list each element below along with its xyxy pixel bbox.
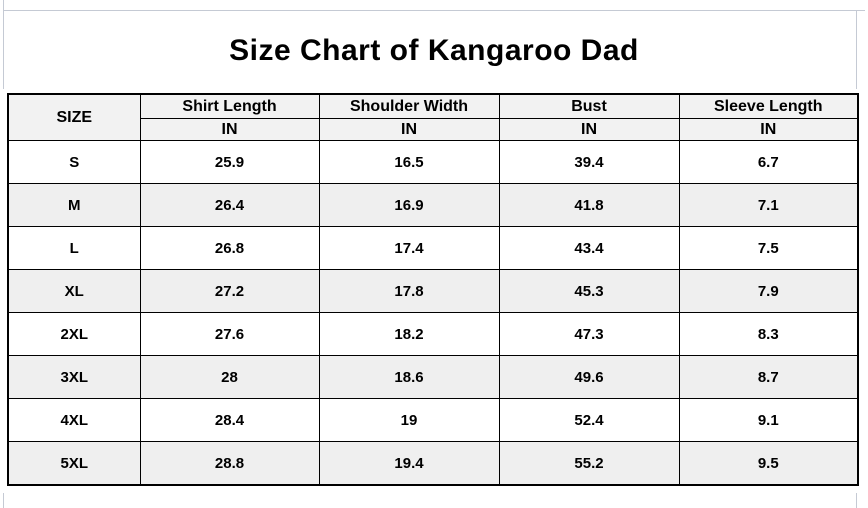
table-row-s: S 25.9 16.5 39.4 6.7 bbox=[7, 140, 859, 184]
shirt-length-value-4xl: 28.4 bbox=[139, 398, 320, 442]
column-header-shoulder-width: Shoulder Width bbox=[318, 93, 500, 119]
sleeve-length-value-3xl: 8.7 bbox=[678, 355, 859, 399]
column-header-bust: Bust bbox=[498, 93, 680, 119]
size-label-5xl: 5XL bbox=[7, 441, 141, 486]
sheet-gridline-left-lower bbox=[3, 493, 4, 508]
sheet-gridline-right-lower bbox=[856, 493, 857, 508]
shirt-length-value-xl: 27.2 bbox=[139, 269, 320, 313]
sleeve-length-value-s: 6.7 bbox=[678, 140, 859, 184]
bust-value-l: 43.4 bbox=[498, 226, 680, 270]
size-chart-table: SIZE Shirt Length Shoulder Width Bust Sleev… bbox=[7, 93, 859, 486]
shoulder-width-value-m: 16.9 bbox=[318, 183, 500, 227]
size-label-4xl: 4XL bbox=[7, 398, 141, 442]
bust-value-m: 41.8 bbox=[498, 183, 680, 227]
header-row-units: IN IN IN IN bbox=[8, 118, 859, 141]
table-row-2xl: 2XL 27.6 18.2 47.3 8.3 bbox=[7, 312, 859, 356]
size-label-xl: XL bbox=[7, 269, 141, 313]
unit-header-sleeve-length: IN bbox=[678, 118, 859, 141]
size-label-s: S bbox=[7, 140, 141, 184]
sleeve-length-value-5xl: 9.5 bbox=[678, 441, 859, 486]
shoulder-width-value-s: 16.5 bbox=[318, 140, 500, 184]
bust-value-3xl: 49.6 bbox=[498, 355, 680, 399]
bust-value-5xl: 55.2 bbox=[498, 441, 680, 486]
header-row-measures: SIZE Shirt Length Shoulder Width Bust Sleev… bbox=[7, 93, 859, 141]
unit-header-shirt-length: IN bbox=[139, 118, 320, 141]
sleeve-length-value-l: 7.5 bbox=[678, 226, 859, 270]
size-label-l: L bbox=[7, 226, 141, 270]
table-body: S 25.9 16.5 39.4 6.7 M 26.4 16.9 41.8 7.1 L 26.8 17.… bbox=[7, 140, 859, 486]
unit-header-bust: IN bbox=[498, 118, 680, 141]
bust-value-4xl: 52.4 bbox=[498, 398, 680, 442]
column-header-shirt-length: Shirt Length bbox=[139, 93, 320, 119]
size-label-3xl: 3XL bbox=[7, 355, 141, 399]
shoulder-width-value-3xl: 18.6 bbox=[318, 355, 500, 399]
shirt-length-value-l: 26.8 bbox=[139, 226, 320, 270]
size-label-m: M bbox=[7, 183, 141, 227]
table-row-5xl: 5XL 28.8 19.4 55.2 9.5 bbox=[7, 441, 859, 486]
shirt-length-value-5xl: 28.8 bbox=[139, 441, 320, 486]
table-row-m: M 26.4 16.9 41.8 7.1 bbox=[7, 183, 859, 227]
shoulder-width-value-2xl: 18.2 bbox=[318, 312, 500, 356]
sleeve-length-value-m: 7.1 bbox=[678, 183, 859, 227]
shoulder-width-value-5xl: 19.4 bbox=[318, 441, 500, 486]
unit-header-shoulder-width: IN bbox=[318, 118, 500, 141]
column-header-sleeve-length: Sleeve Length bbox=[678, 93, 859, 119]
page-title: Size Chart of Kangaroo Dad bbox=[229, 34, 639, 67]
shoulder-width-value-l: 17.4 bbox=[318, 226, 500, 270]
sheet-gridline-right-upper bbox=[856, 10, 857, 89]
size-label-2xl: 2XL bbox=[7, 312, 141, 356]
table-row-l: L 26.8 17.4 43.4 7.5 bbox=[7, 226, 859, 270]
shirt-length-value-3xl: 28 bbox=[139, 355, 320, 399]
shoulder-width-value-xl: 17.8 bbox=[318, 269, 500, 313]
sheet-gridline-left-upper bbox=[3, 0, 4, 89]
sleeve-length-value-4xl: 9.1 bbox=[678, 398, 859, 442]
shoulder-width-value-4xl: 19 bbox=[318, 398, 500, 442]
column-header-size: SIZE bbox=[7, 93, 141, 141]
shirt-length-value-s: 25.9 bbox=[139, 140, 320, 184]
sleeve-length-value-xl: 7.9 bbox=[678, 269, 859, 313]
table-row-xl: XL 27.2 17.8 45.3 7.9 bbox=[7, 269, 859, 313]
table-header: SIZE Shirt Length Shoulder Width Bust Sleev… bbox=[7, 93, 859, 141]
table-row-3xl: 3XL 28 18.6 49.6 8.7 bbox=[7, 355, 859, 399]
bust-value-s: 39.4 bbox=[498, 140, 680, 184]
bust-value-2xl: 47.3 bbox=[498, 312, 680, 356]
shirt-length-value-m: 26.4 bbox=[139, 183, 320, 227]
table-row-4xl: 4XL 28.4 19 52.4 9.1 bbox=[7, 398, 859, 442]
sleeve-length-value-2xl: 8.3 bbox=[678, 312, 859, 356]
shirt-length-value-2xl: 27.6 bbox=[139, 312, 320, 356]
bust-value-xl: 45.3 bbox=[498, 269, 680, 313]
sheet-gridline-top bbox=[3, 10, 865, 11]
